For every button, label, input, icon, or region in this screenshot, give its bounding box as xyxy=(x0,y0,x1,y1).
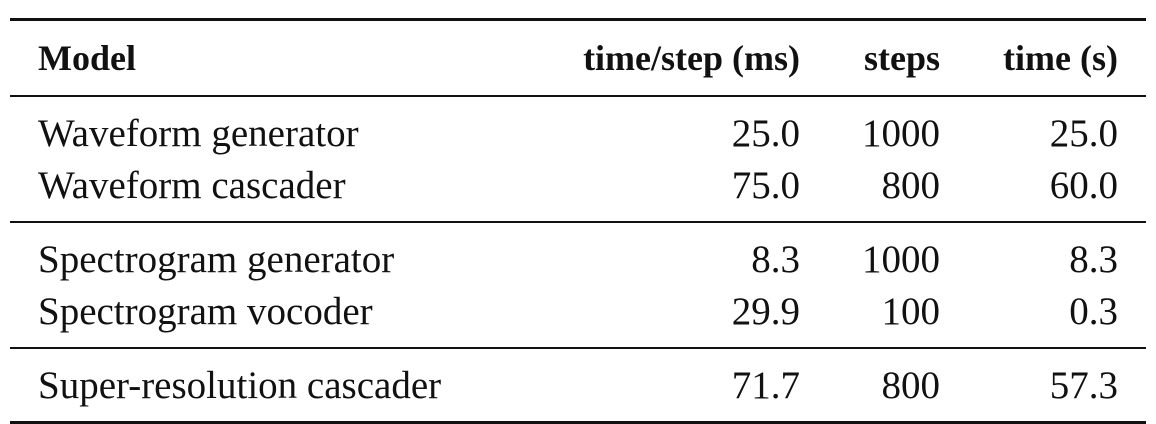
cell-steps: 100 xyxy=(881,289,941,333)
cell-model: Spectrogram vocoder xyxy=(38,289,373,333)
table-row: Waveform cascader 75.0 800 60.0 xyxy=(10,159,1146,222)
cell-time: 57.3 xyxy=(1049,363,1118,407)
cell-steps: 1000 xyxy=(862,237,940,281)
table-group-spectrogram: Spectrogram generator 8.3 1000 8.3 Spect… xyxy=(10,222,1146,348)
cell-model: Super-resolution cascader xyxy=(38,363,442,407)
model-timing-table-container: Model time/step (ms) steps time (s) Wave… xyxy=(10,18,1146,424)
cell-time: 8.3 xyxy=(1069,237,1118,281)
cell-time: 60.0 xyxy=(1049,163,1118,207)
header-steps: steps xyxy=(863,38,940,78)
header-time: time (s) xyxy=(1003,38,1118,78)
table-group-super-resolution: Super-resolution cascader 71.7 800 57.3 xyxy=(10,348,1146,423)
cell-time-per-step: 8.3 xyxy=(751,237,800,281)
cell-time-per-step: 71.7 xyxy=(731,363,800,407)
cell-time: 0.3 xyxy=(1069,289,1118,333)
cell-model: Waveform generator xyxy=(38,111,359,155)
cell-time: 25.0 xyxy=(1049,111,1118,155)
cell-time-per-step: 75.0 xyxy=(731,163,800,207)
table-row: Waveform generator 25.0 1000 25.0 xyxy=(10,96,1146,159)
model-timing-table: Model time/step (ms) steps time (s) Wave… xyxy=(10,18,1146,424)
cell-time-per-step: 29.9 xyxy=(731,289,800,333)
cell-steps: 800 xyxy=(881,163,941,207)
cell-model: Spectrogram generator xyxy=(38,237,395,281)
header-model: Model xyxy=(38,38,136,78)
table-row: Super-resolution cascader 71.7 800 57.3 xyxy=(10,348,1146,423)
cell-model: Waveform cascader xyxy=(38,163,346,207)
cell-steps: 1000 xyxy=(862,111,940,155)
table-row: Spectrogram generator 8.3 1000 8.3 xyxy=(10,222,1146,285)
table-group-waveform: Waveform generator 25.0 1000 25.0 Wavefo… xyxy=(10,96,1146,222)
header-time-per-step: time/step (ms) xyxy=(583,38,800,78)
cell-steps: 800 xyxy=(881,363,941,407)
table-header: Model time/step (ms) steps time (s) xyxy=(10,19,1146,96)
table-row: Spectrogram vocoder 29.9 100 0.3 xyxy=(10,285,1146,348)
header-row: Model time/step (ms) steps time (s) xyxy=(10,19,1146,96)
cell-time-per-step: 25.0 xyxy=(731,111,800,155)
